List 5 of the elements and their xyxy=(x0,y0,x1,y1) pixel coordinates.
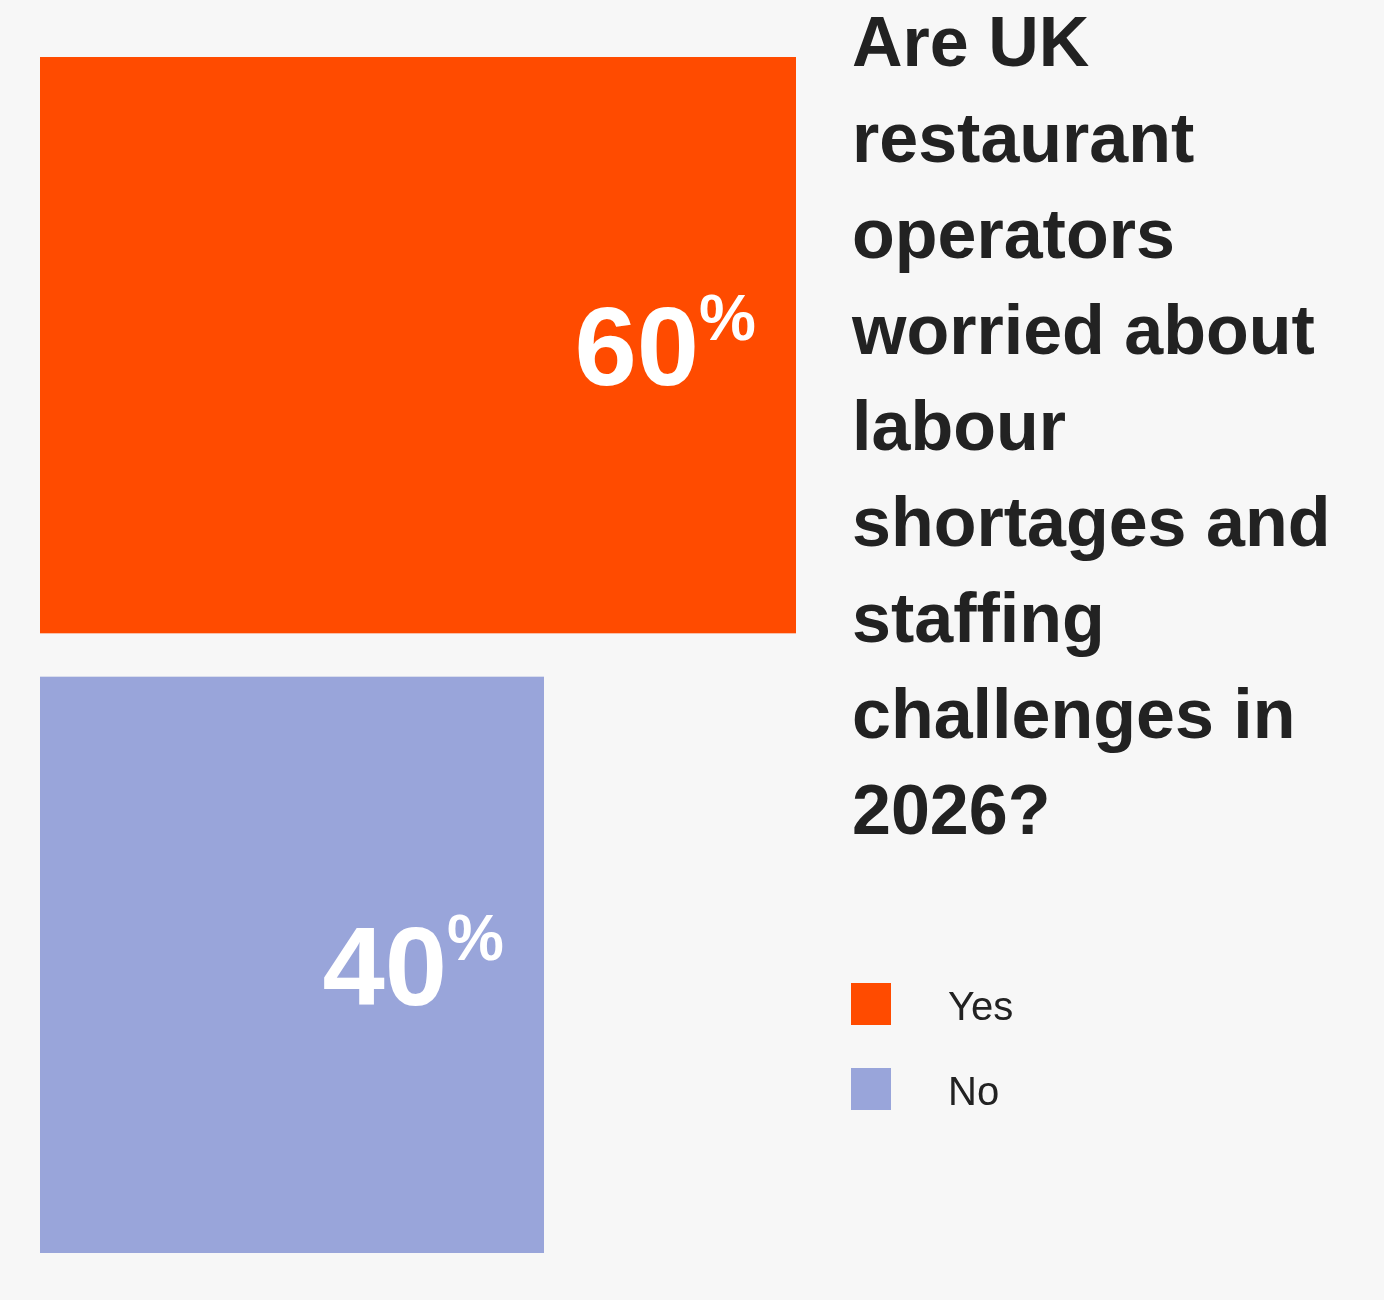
legend-label: No xyxy=(948,1069,1000,1113)
legend-label: Yes xyxy=(948,984,1014,1028)
data-label: 60$^{%}$ xyxy=(574,282,756,410)
chart-title: Are UK restaurant operators worried about labour shortages and staffing challenges in 2026? xyxy=(852,3,1331,849)
data-label: 40$^{%}$ xyxy=(322,902,504,1029)
